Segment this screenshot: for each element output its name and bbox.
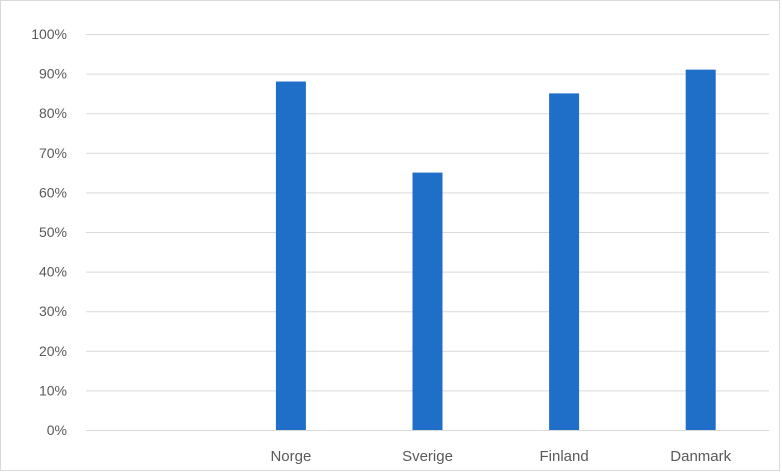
bar-finland — [549, 93, 580, 431]
y-tick-label: 0% — [47, 422, 67, 438]
y-tick-label: 70% — [39, 145, 67, 161]
y-tick-label: 10% — [39, 382, 67, 398]
x-tick-label: Norge — [270, 448, 311, 465]
x-tick-label: Danmark — [670, 448, 731, 465]
y-tick-label: 20% — [39, 343, 67, 359]
bar-norge — [275, 81, 306, 431]
y-tick-label: 30% — [39, 303, 67, 319]
x-tick-label: Sverige — [402, 448, 453, 465]
y-tick-label: 80% — [39, 105, 67, 121]
bar-sverige — [412, 172, 443, 430]
y-tick-label: 40% — [39, 264, 67, 280]
y-tick-label: 90% — [39, 66, 67, 82]
x-tick-label: Finland — [539, 448, 588, 465]
y-tick-label: 100% — [31, 26, 67, 42]
y-tick-label: 50% — [39, 224, 67, 240]
bar-danmark — [685, 69, 716, 430]
y-tick-label: 60% — [39, 184, 67, 200]
